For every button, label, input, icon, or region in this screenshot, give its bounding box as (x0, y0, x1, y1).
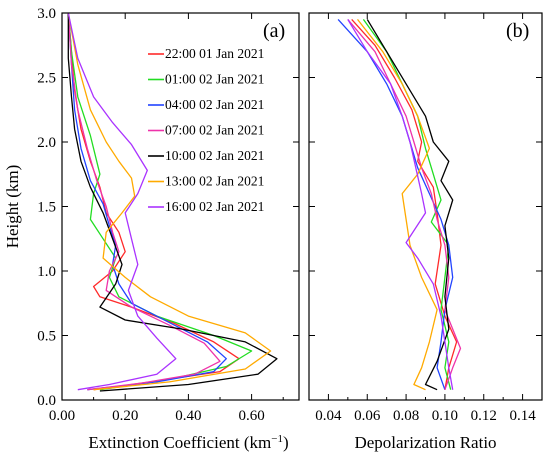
legend-entry: 04:00 02 Jan 2021 (165, 97, 264, 112)
x-tick-label: 0.60 (238, 408, 264, 424)
x-tick-label: 0.04 (315, 408, 342, 424)
series-line-b-3 (337, 18, 454, 390)
panel-a: 0.00 0.20 0.40 0.60 0.0 0.5 1.0 1.5 2.0 2.5 3.0 (a… (3, 6, 300, 452)
series-line-b-7 (347, 19, 454, 390)
x-tick-label: 0.14 (509, 408, 536, 424)
y-tick-label: 0.5 (37, 329, 56, 345)
panel-b-label: (b) (506, 20, 529, 42)
series-line-a-4 (67, 12, 221, 391)
y-tick-label: 3.0 (37, 6, 56, 22)
panel-a-label: (a) (263, 20, 285, 42)
legend: 22:00 01 Jan 2021 01:00 02 Jan 2021 04:00 … (148, 46, 264, 214)
legend-entry: 22:00 01 Jan 2021 (165, 46, 264, 61)
x-axis-label-a: Extinction Coefficient (km−1) (88, 433, 288, 452)
x-tick-label: 0.06 (354, 408, 381, 424)
x-tick-label: 0.00 (49, 408, 75, 424)
panel-b-series (337, 18, 462, 391)
y-tick-label: 0.0 (37, 393, 56, 409)
x-tick-label: 0.40 (175, 408, 201, 424)
x-tick-label: 0.10 (432, 408, 458, 424)
series-line-b-5 (366, 19, 454, 391)
series-line-b-1 (351, 18, 458, 390)
panel-a-series (67, 12, 278, 392)
x-tick-label: 0.12 (471, 408, 497, 424)
legend-entry: 16:00 02 Jan 2021 (165, 199, 264, 214)
x-axis-label-b: Depolarization Ratio (354, 433, 496, 452)
y-axis-label: Height (km) (3, 165, 22, 249)
y-tick-label: 2.0 (37, 135, 56, 151)
x-tick-label: 0.20 (112, 408, 138, 424)
series-line-b-6 (356, 18, 438, 391)
legend-entry: 10:00 02 Jan 2021 (165, 148, 264, 163)
y-tick-label: 1.0 (37, 264, 56, 280)
panel-b: 0.04 0.06 0.08 0.10 0.12 0.14 (b) Depolarizat… (308, 12, 543, 452)
series-line-a-5 (67, 13, 278, 392)
legend-entry: 07:00 02 Jan 2021 (165, 123, 264, 138)
legend-entry: 13:00 02 Jan 2021 (165, 174, 264, 189)
panel-b-frame (308, 12, 543, 401)
series-line-a-7 (67, 12, 177, 391)
series-line-b-2 (362, 19, 452, 390)
x-tick-label: 0.08 (393, 408, 419, 424)
legend-entry: 01:00 02 Jan 2021 (165, 72, 264, 87)
series-line-a-6 (67, 12, 272, 391)
y-tick-label: 2.5 (37, 71, 56, 87)
y-tick-label: 1.5 (37, 200, 56, 216)
